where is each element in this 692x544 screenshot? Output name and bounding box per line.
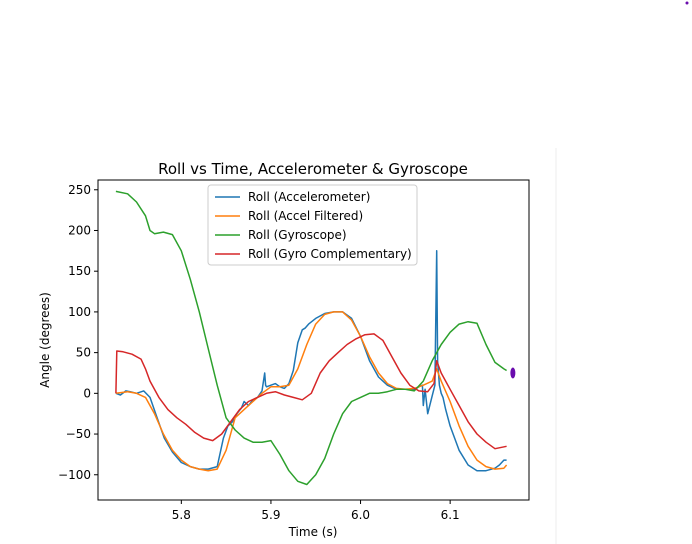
x-axis-ticks: 5.8 5.9 6.0 6.1 [172, 500, 460, 522]
y-tick-label: −100 [58, 468, 91, 482]
series-line-3 [115, 333, 507, 450]
x-tick-label: 5.9 [261, 508, 280, 522]
stray-dot [685, 1, 689, 5]
chart-title: Roll vs Time, Accelerometer & Gyroscope [158, 160, 468, 178]
axes-frame [97, 179, 530, 501]
series-line-1 [115, 311, 508, 472]
series-line-0 [115, 250, 507, 472]
plot-area [97, 179, 530, 501]
series-layer [115, 190, 508, 486]
y-tick-label: 50 [76, 346, 91, 360]
x-tick-label: 5.8 [172, 508, 191, 522]
x-axis-label: Time (s) [288, 525, 338, 539]
x-tick-label: 6.1 [441, 508, 460, 522]
y-tick-label: 0 [83, 386, 91, 400]
y-axis-ticks: −100 −50 0 50 100 150 200 250 [58, 183, 98, 482]
series-line-2 [115, 190, 507, 486]
marker-layer [510, 367, 516, 379]
y-tick-label: 200 [68, 223, 91, 237]
legend-label-1: Roll (Accel Filtered) [248, 209, 363, 223]
legend-label-2: Roll (Gyroscope) [248, 228, 347, 242]
end-marker [510, 367, 516, 379]
y-tick-label: −50 [66, 427, 91, 441]
legend-box [207, 184, 418, 266]
y-tick-label: 150 [68, 264, 91, 278]
legend-label-0: Roll (Accelerometer) [248, 190, 370, 204]
y-tick-label: 100 [68, 305, 91, 319]
y-axis-label: Angle (degrees) [38, 292, 52, 388]
y-tick-label: 250 [68, 183, 91, 197]
x-tick-label: 6.0 [351, 508, 370, 522]
legend: Roll (Accelerometer) Roll (Accel Filtered… [207, 184, 418, 266]
legend-label-3: Roll (Gyro Complementary) [248, 247, 412, 261]
